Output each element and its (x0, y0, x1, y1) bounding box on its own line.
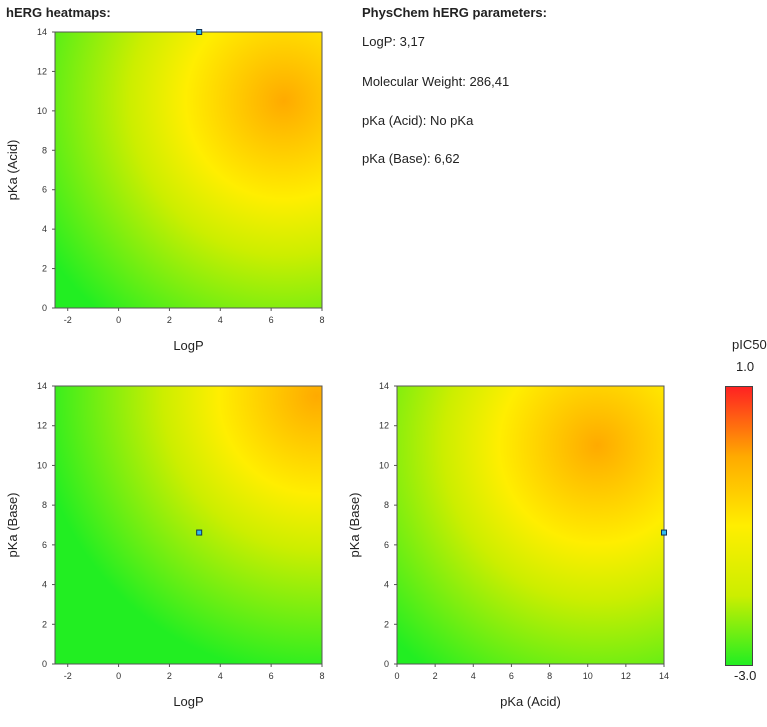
heatmap-2-ytick-label: 10 (37, 460, 47, 470)
heatmap-1-plot (54, 31, 323, 309)
colorbar-min-label: -3.0 (734, 668, 757, 683)
param-pka-acid: pKa (Acid): No pKa (362, 113, 473, 128)
heatmap-2-ytick-label: 14 (37, 381, 47, 391)
heatmap-1-xtick-label: 0 (116, 315, 121, 325)
heatmap-1-ytick-label: 4 (42, 224, 47, 234)
heatmap-1-xlabel: LogP (173, 338, 203, 353)
param-mw: Molecular Weight: 286,41 (362, 74, 509, 89)
heatmap-3-ytick-label: 10 (379, 460, 389, 470)
heatmap-2-ytick-label: 0 (42, 659, 47, 669)
param-pka-acid-label: pKa (Acid): (362, 113, 427, 128)
heatmap-2-ytick-label: 12 (37, 421, 47, 431)
heatmap-2-plot (54, 385, 323, 665)
heatmap-3-ytick-label: 12 (379, 421, 389, 431)
heatmap-2-ytick-label: 2 (42, 619, 47, 629)
heatmap-3-xtick-label: 10 (583, 671, 593, 681)
heatmap-3-xtick-label: 6 (509, 671, 514, 681)
heatmap-1-ytick-label: 2 (42, 264, 47, 274)
param-mw-label: Molecular Weight: (362, 74, 466, 89)
heatmap-3-ytick-label: 0 (384, 659, 389, 669)
heatmap-2-xtick-label: 4 (218, 671, 223, 681)
heatmap-1-xtick-label: 4 (218, 315, 223, 325)
heatmap-2-xlabel: LogP (173, 694, 203, 709)
heatmap-2-marker (196, 529, 203, 536)
heatmap-3-xtick-label: 14 (659, 671, 669, 681)
heatmap-1-xtick-label: 6 (269, 315, 274, 325)
heatmap-2-xtick-label: 6 (269, 671, 274, 681)
heatmap-3-ytick-label: 14 (379, 381, 389, 391)
param-pka-base: pKa (Base): 6,62 (362, 151, 460, 166)
heatmap-1-marker (196, 29, 203, 35)
param-logp-label: LogP: (362, 34, 396, 49)
heatmap-2-xtick-label: 2 (167, 671, 172, 681)
heatmap-3-ytick-label: 8 (384, 500, 389, 510)
heatmap-3-xtick-label: 4 (471, 671, 476, 681)
param-pka-acid-value: No pKa (429, 113, 474, 128)
param-logp: LogP: 3,17 (362, 34, 425, 49)
heatmap-1-ylabel: pKa (Acid) (5, 140, 20, 201)
heatmap-2-xtick-label: -2 (64, 671, 72, 681)
heatmap-3-xtick-label: 12 (621, 671, 631, 681)
params-heading: PhysChem hERG parameters: (362, 5, 547, 20)
heatmap-2-ytick-label: 6 (42, 540, 47, 550)
heatmap-3-ytick-label: 4 (384, 580, 389, 590)
heatmap-3-xtick-label: 2 (433, 671, 438, 681)
param-pka-base-value: 6,62 (434, 151, 460, 166)
heatmap-2-xtick-label: 0 (116, 671, 121, 681)
heatmap-2-ylabel: pKa (Base) (5, 492, 20, 557)
heatmap-1-ytick-label: 6 (42, 185, 47, 195)
colorbar (725, 386, 753, 666)
heatmap-3-xlabel: pKa (Acid) (500, 694, 561, 709)
heatmap-3-ytick-label: 6 (384, 540, 389, 550)
colorbar-max-label: 1.0 (736, 359, 755, 374)
heatmap-3-xtick-label: 0 (394, 671, 399, 681)
heatmap-3-ylabel: pKa (Base) (347, 492, 362, 557)
param-mw-value: 286,41 (469, 74, 510, 89)
heatmap-1-ytick-label: 10 (37, 106, 47, 116)
heatmap-1-xtick-label: -2 (64, 315, 72, 325)
heatmap-3-xtick-label: 8 (547, 671, 552, 681)
heatmap-3-marker (661, 529, 667, 536)
heatmap-2-xtick-label: 8 (319, 671, 324, 681)
param-logp-value: 3,17 (399, 34, 425, 49)
colorbar-title: pIC50 (732, 337, 767, 352)
heatmaps-heading: hERG heatmaps: (6, 5, 111, 20)
heatmap-1-xtick-label: 8 (319, 315, 324, 325)
heatmap-3-plot (396, 385, 665, 665)
heatmap-2-ytick-label: 4 (42, 580, 47, 590)
heatmap-1-ytick-label: 14 (37, 27, 47, 37)
heatmap-1-ytick-label: 12 (37, 66, 47, 76)
heatmap-1-xtick-label: 2 (167, 315, 172, 325)
heatmap-1-ytick-label: 0 (42, 303, 47, 313)
param-pka-base-label: pKa (Base): (362, 151, 431, 166)
heatmap-3-ytick-label: 2 (384, 619, 389, 629)
heatmap-2-ytick-label: 8 (42, 500, 47, 510)
heatmap-1-ytick-label: 8 (42, 145, 47, 155)
